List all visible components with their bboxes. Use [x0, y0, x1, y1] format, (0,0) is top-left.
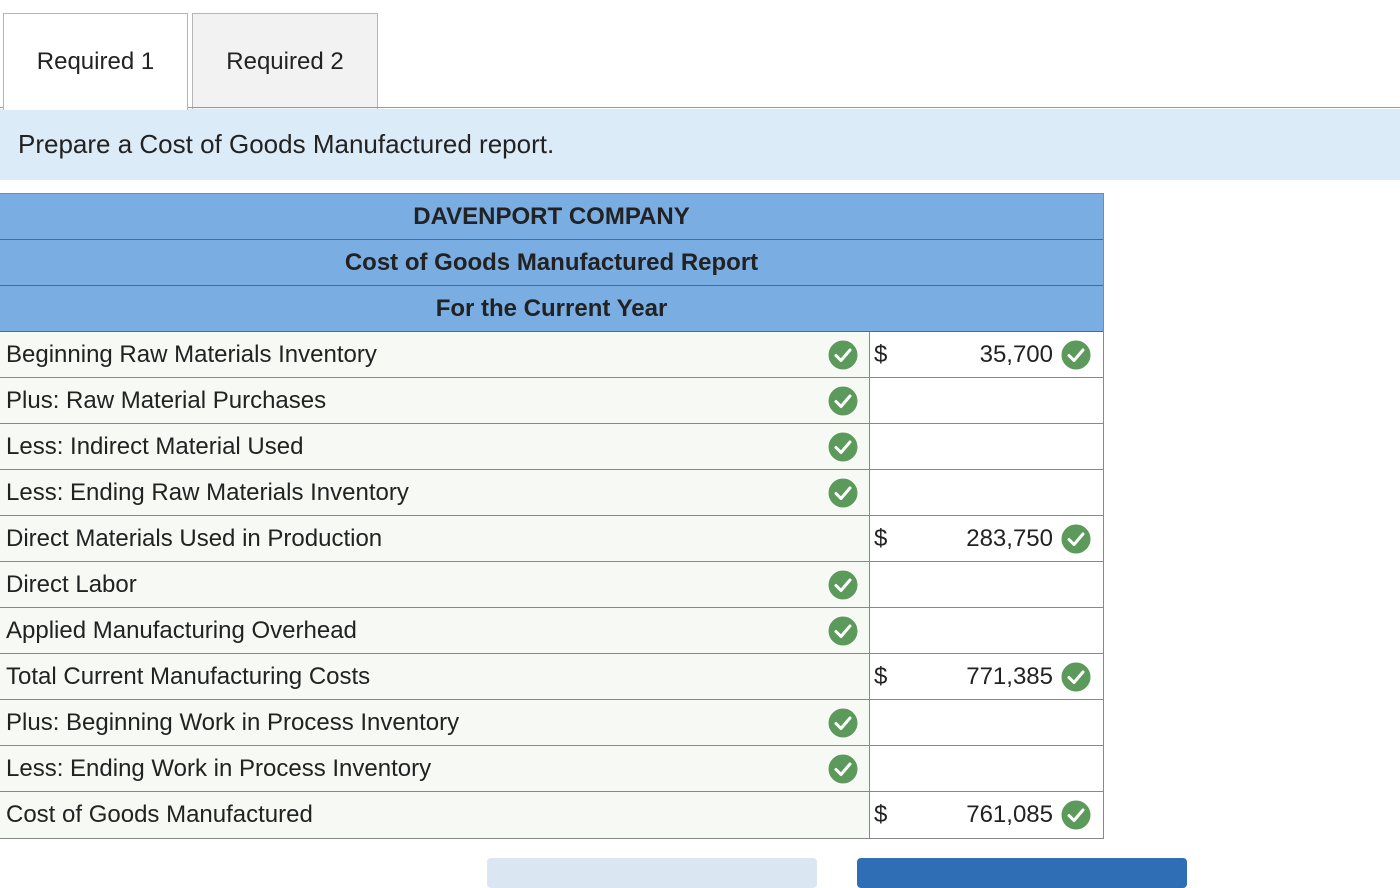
check-icon — [1060, 799, 1092, 831]
amount-cell[interactable] — [870, 746, 1103, 791]
title-header: Cost of Goods Manufactured Report — [0, 240, 1103, 286]
button[interactable] — [487, 858, 817, 888]
instruction-text: Prepare a Cost of Goods Manufactured rep… — [18, 129, 555, 159]
row-label: Plus: Raw Material Purchases — [6, 386, 327, 414]
amount-cell[interactable]: $771,385 — [870, 654, 1103, 699]
report-row: Applied Manufacturing Overhead — [0, 608, 1103, 654]
period: For the Current Year — [435, 294, 668, 322]
amount-cell[interactable]: $35,700 — [870, 332, 1103, 377]
report-row: Cost of Goods Manufactured $761,085 — [0, 792, 1103, 838]
report-row: Total Current Manufacturing Costs $771,38… — [0, 654, 1103, 700]
report-row: Less: Ending Work in Process Inventory — [0, 746, 1103, 792]
row-label: Less: Ending Work in Process Inventory — [6, 754, 432, 782]
currency: $ — [874, 662, 888, 690]
check-icon — [1060, 339, 1092, 370]
period-header: For the Current Year — [0, 286, 1103, 332]
report-row: Direct Labor — [0, 562, 1103, 608]
report-row: Direct Materials Used in Production $283,… — [0, 516, 1103, 562]
amount-cell[interactable] — [870, 700, 1103, 745]
report-row: Less: Ending Raw Materials Inventory — [0, 470, 1103, 516]
check-icon — [827, 707, 859, 738]
company-header: DAVENPORT COMPANY — [0, 194, 1103, 240]
check-icon — [827, 385, 859, 416]
label-cell[interactable]: Less: Ending Raw Materials Inventory — [0, 470, 870, 515]
row-label: Applied Manufacturing Overhead — [6, 616, 357, 644]
amount-cell[interactable] — [870, 562, 1103, 607]
row-label: Total Current Manufacturing Costs — [6, 662, 371, 690]
check-icon — [827, 431, 859, 462]
report-row: Plus: Beginning Work in Process Inventor… — [0, 700, 1103, 746]
row-label: Less: Ending Raw Materials Inventory — [6, 478, 409, 506]
report-row: Less: Indirect Material Used — [0, 424, 1103, 470]
label-cell[interactable]: Beginning Raw Materials Inventory — [0, 332, 870, 377]
row-label: Cost of Goods Manufactured — [6, 801, 313, 828]
check-icon — [1060, 661, 1092, 692]
amount: 771,385 — [966, 662, 1053, 690]
currency: $ — [874, 524, 888, 552]
report-row: Plus: Raw Material Purchases — [0, 378, 1103, 424]
check-icon — [827, 477, 859, 508]
amount: 35,700 — [979, 340, 1053, 368]
rows: Beginning Raw Materials Inventory $35,700… — [0, 332, 1103, 838]
label-cell[interactable]: Direct Materials Used in Production — [0, 516, 870, 561]
currency: $ — [874, 340, 888, 368]
label-cell[interactable]: Plus: Beginning Work in Process Inventor… — [0, 700, 870, 745]
label-cell[interactable]: Less: Ending Work in Process Inventory — [0, 746, 870, 791]
amount-cell[interactable]: $283,750 — [870, 516, 1103, 561]
tab[interactable]: Required 2 — [192, 13, 378, 109]
report-row: Beginning Raw Materials Inventory $35,700 — [0, 332, 1103, 378]
check-icon — [827, 753, 859, 784]
check-icon — [827, 569, 859, 600]
label-cell[interactable]: Direct Labor — [0, 562, 870, 607]
amount: 761,085 — [966, 801, 1053, 828]
tab-divider — [0, 107, 1400, 108]
amount: 283,750 — [966, 524, 1053, 552]
label-cell[interactable]: Plus: Raw Material Purchases — [0, 378, 870, 423]
button[interactable] — [857, 858, 1187, 888]
report-title: Cost of Goods Manufactured Report — [344, 248, 759, 276]
check-icon — [827, 615, 859, 646]
label-cell[interactable]: Cost of Goods Manufactured — [0, 792, 870, 838]
row-label: Less: Indirect Material Used — [6, 432, 304, 460]
row-label: Direct Materials Used in Production — [6, 524, 383, 552]
company: DAVENPORT COMPANY — [413, 202, 690, 230]
amount-cell[interactable] — [870, 424, 1103, 469]
report-table: DAVENPORT COMPANY Cost of Goods Manufact… — [0, 193, 1104, 839]
row-label: Direct Labor — [6, 570, 137, 598]
currency: $ — [874, 801, 888, 828]
check-icon — [1060, 523, 1092, 554]
instruction: Prepare a Cost of Goods Manufactured rep… — [0, 109, 1400, 180]
amount-cell[interactable] — [870, 378, 1103, 423]
label-cell[interactable]: Less: Indirect Material Used — [0, 424, 870, 469]
amount-cell[interactable] — [870, 470, 1103, 515]
amount-cell[interactable] — [870, 608, 1103, 653]
label-cell[interactable]: Total Current Manufacturing Costs — [0, 654, 870, 699]
label-cell[interactable]: Applied Manufacturing Overhead — [0, 608, 870, 653]
check-icon — [827, 339, 859, 370]
tab[interactable]: Required 1 — [3, 13, 188, 110]
row-label: Plus: Beginning Work in Process Inventor… — [6, 708, 460, 736]
row-label: Beginning Raw Materials Inventory — [6, 340, 377, 368]
amount-cell[interactable]: $761,085 — [870, 792, 1103, 838]
